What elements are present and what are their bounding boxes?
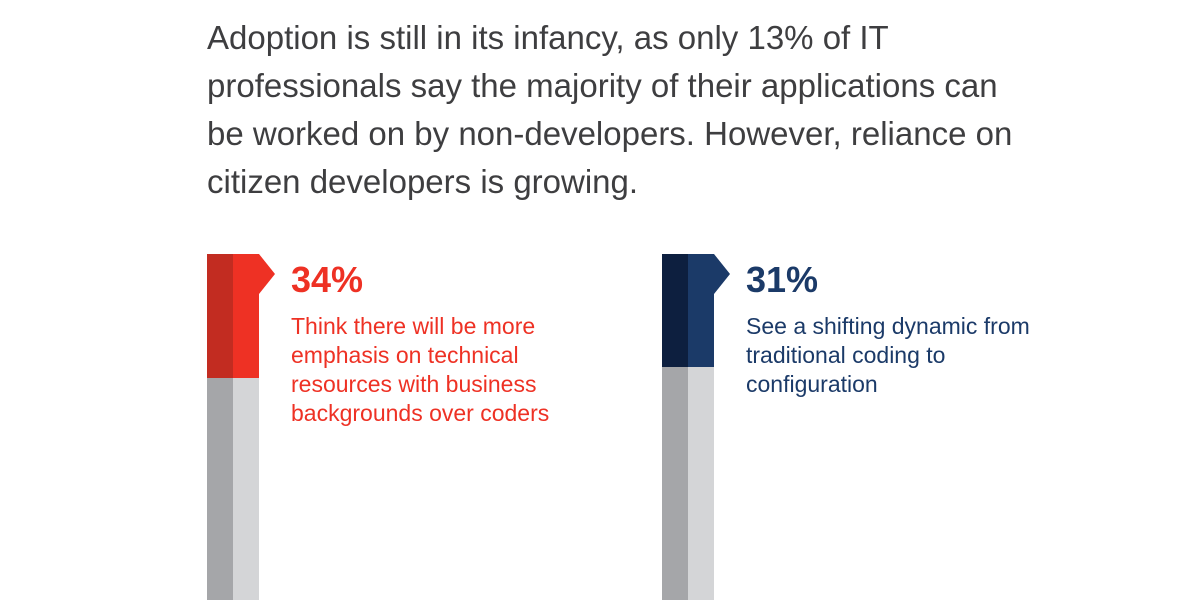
- bar-fill: [233, 254, 259, 378]
- bar-track: [688, 367, 714, 600]
- pointer-arrow-icon: [714, 254, 730, 294]
- bar-fill-shadow: [207, 254, 233, 378]
- bar-configuration: [662, 254, 714, 600]
- bar-track-shadow: [662, 367, 688, 600]
- bar-technical-resources: [207, 254, 259, 600]
- bar-fill: [688, 254, 714, 367]
- stat-description: See a shifting dynamic from traditional …: [746, 313, 1030, 397]
- stat-percent: 31%: [746, 259, 819, 300]
- bar-track: [233, 378, 259, 600]
- headline: Adoption is still in its infancy, as onl…: [207, 19, 1013, 200]
- stat-description: Think there will be more emphasis on tec…: [291, 313, 550, 426]
- pointer-arrow-icon: [259, 254, 275, 294]
- bar-track-shadow: [207, 378, 233, 600]
- bar-fill-shadow: [662, 254, 688, 367]
- stat-percent: 34%: [291, 259, 364, 300]
